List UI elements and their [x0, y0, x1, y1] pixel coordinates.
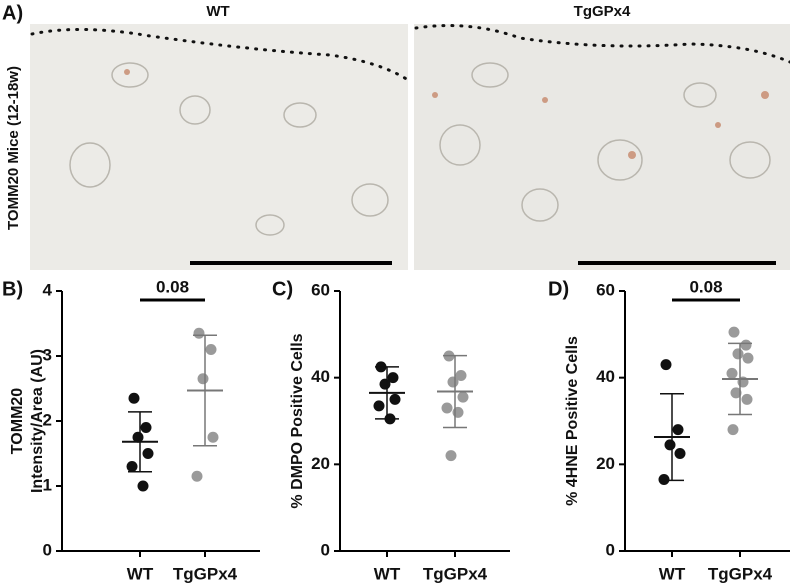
data-point: [387, 372, 399, 384]
significance-label: 0.08: [156, 277, 189, 296]
y-axis-label: % 4HNE Positive Cells: [564, 336, 581, 506]
data-point: [447, 376, 459, 388]
micrograph-tg: [414, 24, 790, 270]
data-point: [207, 431, 219, 443]
data-point: [742, 352, 754, 364]
y-axis-label: Intensity/Area (AU): [29, 349, 46, 493]
micrograph-wt: [30, 24, 408, 270]
data-point: [191, 470, 203, 482]
x-tick-label: WT: [374, 564, 401, 583]
y-tick-label: 0: [321, 540, 330, 559]
panel-label: B): [2, 278, 23, 300]
x-tick-label: TgGPx4: [708, 564, 773, 583]
data-point: [726, 367, 738, 379]
y-tick-label: 60: [311, 280, 330, 299]
surface-line: [30, 27, 410, 82]
y-tick-label: 0: [606, 540, 615, 559]
panel-label: C): [272, 278, 293, 300]
image-title: TgGPx4: [574, 3, 631, 20]
data-point: [660, 359, 672, 371]
y-tick-label: 20: [596, 454, 615, 473]
data-point: [441, 402, 453, 414]
data-point: [727, 424, 739, 436]
data-point: [197, 373, 209, 385]
data-point: [664, 439, 676, 451]
y-tick-label: 3: [43, 345, 52, 364]
data-point: [142, 448, 154, 459]
data-point: [730, 387, 742, 399]
x-tick-label: TgGPx4: [173, 564, 238, 583]
data-point: [732, 348, 744, 360]
data-point: [455, 370, 467, 381]
significance-label: 0.08: [689, 277, 722, 296]
image-ylabel: TOMM20 Mice (12-18w): [5, 66, 22, 230]
y-tick-label: 20: [311, 454, 330, 473]
data-point: [373, 400, 385, 412]
data-point: [389, 393, 401, 405]
data-point: [126, 461, 138, 472]
panel-label: A): [2, 2, 23, 24]
y-axis-label: TOMM20: [9, 388, 26, 454]
data-point: [728, 326, 740, 338]
image-title: WT: [206, 3, 229, 20]
data-point: [379, 378, 391, 390]
y-tick-label: 0: [43, 540, 52, 559]
data-point: [128, 392, 140, 404]
data-point: [740, 339, 752, 351]
surface-line: [414, 24, 790, 64]
y-tick-label: 40: [596, 367, 615, 386]
data-point: [674, 448, 686, 459]
data-point: [193, 327, 205, 339]
x-tick-label: TgGPx4: [423, 564, 488, 583]
y-tick-label: 40: [311, 367, 330, 386]
y-tick-label: 4: [43, 280, 53, 299]
stain: [124, 69, 769, 159]
y-tick-label: 2: [43, 410, 52, 429]
data-point: [205, 344, 217, 355]
data-point: [741, 393, 753, 405]
data-point: [140, 422, 152, 433]
panel-label: D): [548, 278, 569, 300]
y-tick-label: 60: [596, 280, 615, 299]
data-point: [452, 406, 464, 418]
data-point: [457, 391, 469, 403]
data-point: [137, 480, 149, 492]
data-point: [672, 424, 684, 436]
y-tick-label: 1: [43, 475, 52, 494]
cells: [69, 62, 771, 236]
data-point: [445, 450, 457, 462]
y-axis-label: % DMPO Positive Cells: [289, 333, 306, 508]
x-tick-label: WT: [127, 564, 154, 583]
data-point: [658, 474, 670, 485]
x-tick-label: WT: [659, 564, 686, 583]
